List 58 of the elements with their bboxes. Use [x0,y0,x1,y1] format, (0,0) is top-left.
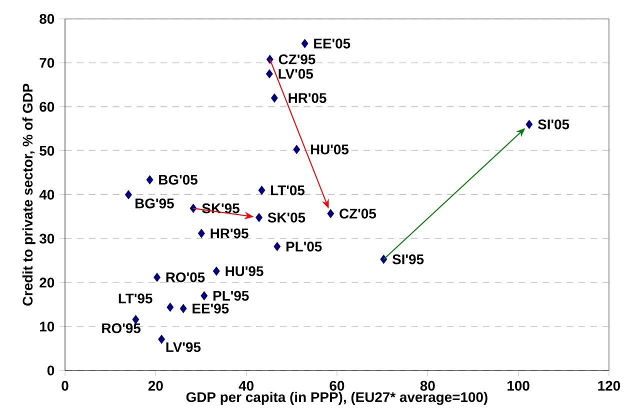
point [256,213,262,222]
x-tick-label: 20 [148,380,163,391]
point [266,69,273,78]
x-tick-label: 40 [238,380,254,391]
annotation: SI'05 [538,120,570,130]
annotation: CZ'95 [278,54,316,64]
point [327,209,334,218]
annotation: BG'95 [136,198,174,208]
annotation: RO'05 [166,272,205,282]
annotation: EE'05 [314,38,350,48]
annotation: BG'05 [159,174,198,185]
point [301,39,308,48]
annotation: PL'95 [214,290,249,301]
point [526,120,533,129]
x-axis-title: GDP per capita (in PPP), (EU27* average=100) [186,392,488,405]
annotation: SK'95 [202,203,240,214]
annotation: HR'95 [210,228,248,238]
point [270,94,278,103]
y-tick-label: 0 [47,366,54,376]
point [125,190,132,200]
annotation: EE'95 [192,304,229,314]
annotation: LV'05 [278,68,314,79]
y-tick-label: 70 [40,58,54,68]
annotation: RO'95 [102,323,141,334]
point [293,144,300,154]
y-tick-label: 50 [40,146,54,156]
point [180,304,187,314]
y-axis-title: Credit to private sector, % of GDP [22,84,36,306]
x-tick-label: 120 [598,380,620,391]
y-tick-label: 10 [40,322,54,332]
annotation: SK'05 [268,212,306,223]
annotation: CZ'05 [340,208,376,219]
annotation: HU'95 [226,266,264,276]
y-tick-label: 30 [39,234,54,244]
annotation: SI'95 [392,254,424,264]
y-tick-label: 80 [40,14,54,24]
annotation: LT'05 [271,185,305,196]
x-tick-label: 80 [420,380,435,391]
point [158,334,166,344]
annotation: LV'95 [166,342,201,352]
point [258,186,266,195]
y-tick-label: 20 [40,278,54,288]
point [154,272,160,282]
x-tick-label: 60 [330,380,344,391]
x-tick-label: 0 [62,380,68,391]
annotation: LT'95 [118,294,152,304]
y-tick-label: 60 [40,102,54,112]
annotation: PL'05 [286,242,322,252]
point [212,266,220,276]
x-tick-label: 100 [508,380,530,391]
point [166,302,174,312]
annotation: HR'05 [288,93,326,103]
point [200,291,208,300]
point [274,242,281,252]
y-tick-label: 40 [39,190,54,200]
annotation: HU'05 [310,144,349,154]
point [146,175,154,184]
point [198,228,205,238]
